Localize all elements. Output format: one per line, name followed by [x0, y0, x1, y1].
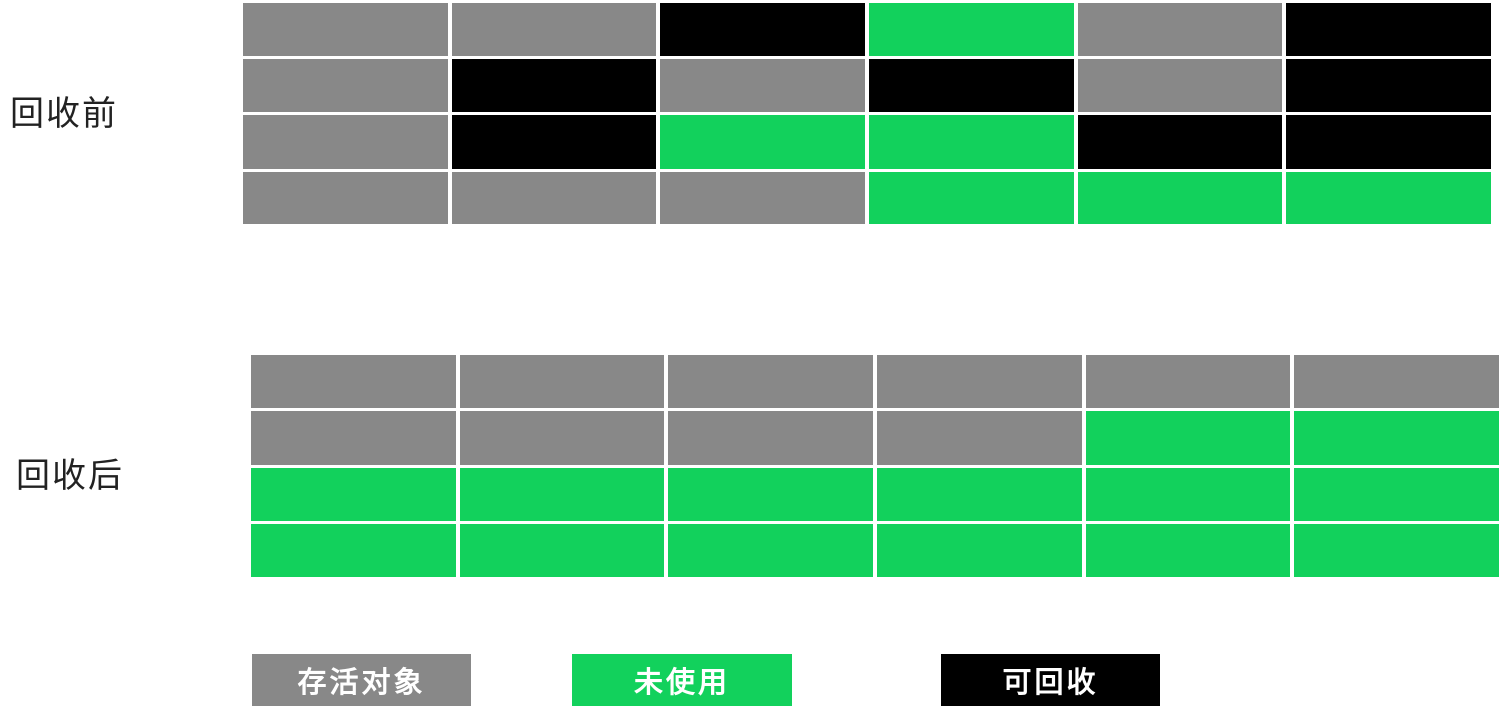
memory-cell-live: [668, 411, 873, 465]
memory-cell-unused: [1294, 411, 1499, 465]
memory-cell-live: [660, 172, 865, 224]
after-memory-grid: [251, 355, 1499, 578]
memory-cell-reclaimable: [1286, 59, 1491, 112]
memory-cell-live: [459, 411, 665, 465]
memory-cell-live: [243, 3, 448, 56]
memory-cell-live: [251, 355, 456, 408]
memory-cell-unused: [1294, 468, 1499, 521]
memory-cell-unused: [668, 468, 873, 521]
memory-cell-live: [451, 3, 657, 56]
memory-cell-unused: [668, 524, 873, 577]
memory-cell-unused: [869, 172, 1074, 224]
memory-cell-reclaimable: [451, 59, 657, 112]
memory-cell-live: [1077, 59, 1283, 112]
legend-reclaimable: 可回收: [941, 654, 1160, 706]
before-collection-label: 回收前: [10, 94, 118, 134]
memory-cell-reclaimable: [869, 59, 1074, 112]
memory-cell-unused: [251, 468, 456, 521]
memory-cell-unused: [1286, 172, 1491, 224]
memory-cell-unused: [877, 468, 1082, 521]
memory-cell-unused: [1085, 468, 1291, 521]
memory-cell-live: [1085, 355, 1291, 408]
memory-cell-live: [877, 411, 1082, 465]
memory-cell-live: [668, 355, 873, 408]
legend-unused: 未使用: [572, 654, 792, 706]
memory-cell-unused: [1294, 524, 1499, 577]
memory-cell-live: [243, 115, 448, 169]
memory-cell-unused: [1085, 411, 1291, 465]
memory-cell-live: [1077, 3, 1283, 56]
memory-cell-live: [243, 172, 448, 224]
memory-cell-unused: [869, 3, 1074, 56]
memory-cell-unused: [1085, 524, 1291, 577]
memory-cell-unused: [459, 524, 665, 577]
legend-live-objects: 存活对象: [252, 654, 471, 706]
memory-cell-reclaimable: [1286, 115, 1491, 169]
memory-cell-live: [877, 355, 1082, 408]
memory-cell-unused: [869, 115, 1074, 169]
memory-cell-unused: [877, 524, 1082, 577]
memory-cell-unused: [251, 524, 456, 577]
memory-cell-live: [451, 172, 657, 224]
memory-cell-live: [660, 59, 865, 112]
memory-cell-live: [459, 355, 665, 408]
memory-cell-live: [251, 411, 456, 465]
memory-cell-unused: [1077, 172, 1283, 224]
memory-cell-live: [1294, 355, 1499, 408]
after-collection-label: 回收后: [16, 456, 124, 496]
memory-cell-reclaimable: [660, 3, 865, 56]
memory-cell-live: [243, 59, 448, 112]
memory-cell-reclaimable: [451, 115, 657, 169]
memory-cell-reclaimable: [1077, 115, 1283, 169]
before-memory-grid: [243, 3, 1491, 225]
memory-cell-unused: [660, 115, 865, 169]
memory-cell-reclaimable: [1286, 3, 1491, 56]
memory-cell-unused: [459, 468, 665, 521]
